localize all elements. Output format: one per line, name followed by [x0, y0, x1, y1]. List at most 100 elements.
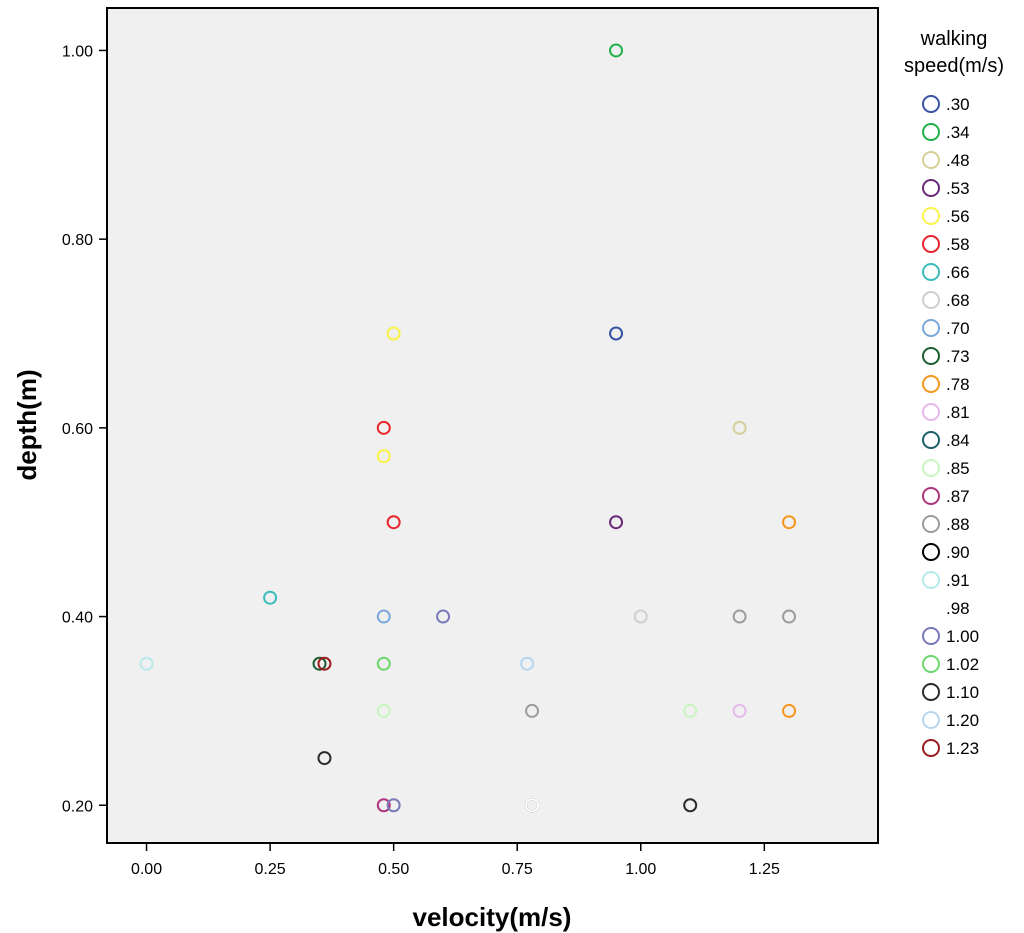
x-axis-title: velocity(m/s) [413, 902, 572, 932]
y-tick-label: 0.60 [62, 421, 93, 438]
legend-marker [922, 655, 940, 673]
legend-item: 1.00 [922, 627, 979, 646]
legend-item: 1.20 [922, 711, 979, 730]
data-point [386, 326, 401, 341]
legend-item: .90 [922, 543, 970, 562]
legend-item: .48 [922, 151, 970, 170]
data-point [317, 656, 332, 671]
legend-marker [922, 347, 940, 365]
x-tick-label: 0.50 [378, 861, 409, 878]
data-point [139, 656, 154, 671]
legend-item: 1.02 [922, 655, 979, 674]
legend-marker [922, 543, 940, 561]
legend-label: .84 [946, 431, 970, 450]
data-point [633, 609, 648, 624]
x-tick-label: 1.25 [749, 861, 780, 878]
legend-label: 1.23 [946, 739, 979, 758]
data-point [386, 515, 401, 530]
legend-marker [922, 151, 940, 169]
legend-item: .73 [922, 347, 970, 366]
legend-label: .56 [946, 207, 970, 226]
data-point [683, 703, 698, 718]
y-axis-ticks: 0.20 0.40 0.60 0.80 1.00 [62, 43, 107, 815]
legend-item: .70 [922, 319, 970, 338]
legend-marker [922, 739, 940, 757]
legend-marker [922, 123, 940, 141]
data-point [525, 703, 540, 718]
legend-item: .56 [922, 207, 970, 226]
legend-item: .81 [922, 403, 970, 422]
data-point [386, 798, 401, 813]
y-tick-label: 0.80 [62, 232, 93, 249]
y-tick-label: 1.00 [62, 43, 93, 60]
legend-item: .68 [922, 291, 970, 310]
legend-label: .66 [946, 263, 970, 282]
data-point [609, 515, 624, 530]
legend-marker [922, 683, 940, 701]
x-tick-label: 1.00 [625, 861, 656, 878]
legend-item: .84 [922, 431, 970, 450]
legend-item: .88 [922, 515, 970, 534]
legend-marker [922, 627, 940, 645]
data-point [683, 798, 698, 813]
legend-marker [922, 487, 940, 505]
legend-items: .30 .34 .48 .53 .56 .58 .66 .68 .70 .73 .78 .81 .84.… [922, 95, 979, 758]
legend-title-line-2: speed(m/s) [904, 55, 1004, 77]
data-point [376, 449, 391, 464]
data-points [139, 43, 797, 813]
legend-label: .58 [946, 235, 970, 254]
legend-label: .90 [946, 543, 970, 562]
y-axis-title: depth(m) [12, 369, 42, 480]
legend-label: .78 [946, 375, 970, 394]
legend-marker [922, 95, 940, 113]
data-point [782, 703, 797, 718]
legend-label: .70 [946, 319, 970, 338]
data-point [376, 656, 391, 671]
legend-marker [922, 207, 940, 225]
legend-item: .58 [922, 235, 970, 254]
data-point [317, 751, 332, 766]
legend-label: .73 [946, 347, 970, 366]
legend-label: 1.20 [946, 711, 979, 730]
legend-marker [922, 515, 940, 533]
legend-label: 1.02 [946, 655, 979, 674]
data-point [376, 703, 391, 718]
y-tick-label: 0.40 [62, 610, 93, 627]
data-point [525, 798, 540, 813]
legend-marker [922, 263, 940, 281]
legend-marker [922, 179, 940, 197]
legend-label: 1.10 [946, 683, 979, 702]
data-point [732, 420, 747, 435]
legend-marker [922, 711, 940, 729]
legend-item: .34 [922, 123, 970, 142]
data-point [782, 515, 797, 530]
data-point [312, 656, 327, 671]
legend-marker [922, 459, 940, 477]
legend-item: .98 [922, 599, 970, 618]
legend-marker [922, 571, 940, 589]
legend-marker [922, 235, 940, 253]
legend-item: .78 [922, 375, 970, 394]
legend-label: .81 [946, 403, 970, 422]
legend-title-line-1: walking [920, 28, 988, 50]
legend-label: .87 [946, 487, 970, 506]
legend-item: 1.10 [922, 683, 979, 702]
legend-item: 1.23 [922, 739, 979, 758]
legend-item: .30 [922, 95, 970, 114]
x-axis-ticks: 0.00 0.25 0.50 0.75 1.00 1.25 [131, 843, 780, 878]
data-point [782, 609, 797, 624]
data-point [732, 609, 747, 624]
plot-area [106, 7, 879, 844]
legend-label: .48 [946, 151, 970, 170]
data-point [376, 798, 391, 813]
data-point [609, 43, 624, 58]
data-point [609, 326, 624, 341]
legend-label: .34 [946, 123, 970, 142]
data-point [436, 609, 451, 624]
legend-label: .30 [946, 95, 970, 114]
data-point [376, 420, 391, 435]
legend: walking speed(m/s) .30 .34 .48 .53 .56 .58 .66… [904, 28, 1004, 758]
x-tick-label: 0.00 [131, 861, 162, 878]
legend-item: .85 [922, 459, 970, 478]
legend-label: 1.00 [946, 627, 979, 646]
